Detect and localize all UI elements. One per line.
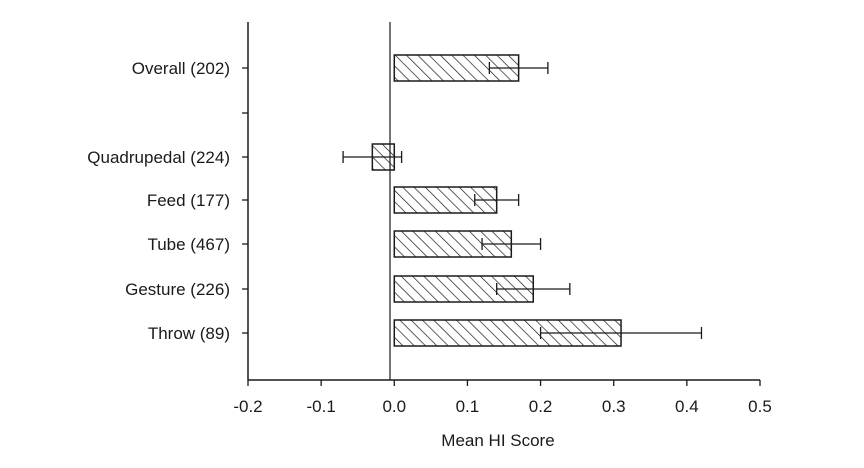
category-label: Quadrupedal (224) <box>87 148 230 167</box>
category-label: Throw (89) <box>148 324 230 343</box>
category-label: Gesture (226) <box>125 280 230 299</box>
x-tick-label: 0.3 <box>602 397 626 416</box>
x-tick-label: -0.1 <box>306 397 335 416</box>
category-label: Feed (177) <box>147 191 230 210</box>
x-axis-tick-labels: -0.2 -0.1 0.0 0.1 0.2 0.3 0.4 0.5 <box>233 397 771 416</box>
x-tick-label: 0.5 <box>748 397 772 416</box>
x-axis-ticks <box>242 67 761 386</box>
category-labels: Overall (202) Quadrupedal (224) Feed (177)… <box>87 59 230 343</box>
x-axis-label: Mean HI Score <box>441 431 554 450</box>
category-label: Tube (467) <box>147 235 230 254</box>
error-bars <box>342 62 703 339</box>
x-tick-label: 0.1 <box>456 397 480 416</box>
x-tick-label: 0.0 <box>382 397 406 416</box>
category-label: Overall (202) <box>132 59 230 78</box>
x-tick-label: 0.2 <box>529 397 553 416</box>
x-tick-label: -0.2 <box>233 397 262 416</box>
x-tick-label: 0.4 <box>675 397 699 416</box>
